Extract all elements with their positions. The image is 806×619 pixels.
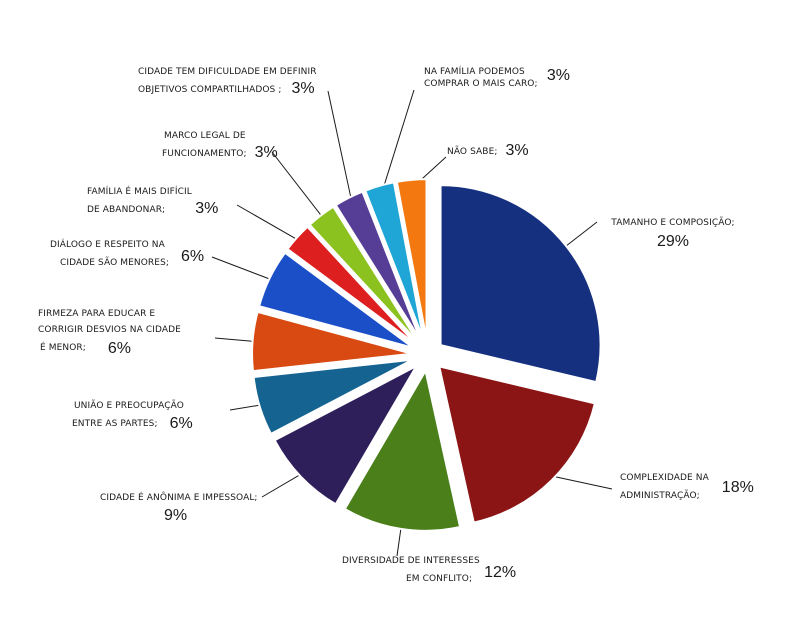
value-cidade-dificuldade: 3% xyxy=(291,80,315,97)
leader-line-familia_dificil xyxy=(236,204,304,244)
pie-slice-dialogo xyxy=(257,251,415,349)
label-anonima: CIDADE É ANÔNIMA E IMPESSOAL; 9% xyxy=(100,490,270,524)
value-familia-caro: 3% xyxy=(546,67,570,84)
value-uniao: 6% xyxy=(169,415,193,432)
pie-slice-familia_dificil xyxy=(286,225,417,346)
label-cidade-dificuldade: CIDADE TEM DIFICULDADE EM DEFINIR OBJETI… xyxy=(138,67,317,97)
label-marco: MARCO LEGAL DE FUNCIONAMENTO; 3% xyxy=(162,131,278,161)
value-nao-sabe: 3% xyxy=(505,142,529,159)
label-familia-dificil: FAMÍLIA É MAIS DIFÍCIL DE ABANDONAR; 3% xyxy=(87,187,219,217)
leader-line-dialogo xyxy=(211,256,277,283)
label-dialogo: DIÁLOGO E RESPEITO NA CIDADE SÃO MENORES… xyxy=(50,240,205,268)
pie-slice-marco xyxy=(308,205,420,343)
leader-line-complexidade xyxy=(545,474,613,490)
pie-slice-tamanho xyxy=(439,184,602,384)
leader-line-cidade_dificuldade xyxy=(327,90,353,206)
label-nao-sabe: NÃO SABE; 3% xyxy=(447,142,529,159)
value-dialogo: 6% xyxy=(181,248,205,265)
pie-slice-uniao xyxy=(252,358,414,436)
leader-line-marco xyxy=(271,151,327,222)
label-diversidade: DIVERSIDADE DE INTERESSES EM CONFLITO; 1… xyxy=(342,556,517,584)
label-uniao: UNIÃO E PREOCUPAÇÃO ENTRE AS PARTES; 6% xyxy=(72,401,193,432)
label-tamanho: TAMANHO E COMPOSIÇÃO; 29% xyxy=(598,215,748,250)
pie-slice-firmeza xyxy=(251,310,413,373)
pie-slice-anonima xyxy=(273,363,420,506)
value-diversidade: 12% xyxy=(484,564,517,581)
pie-slice-nao_sabe xyxy=(395,178,428,340)
pie-slice-diversidade xyxy=(343,368,462,532)
pie-slice-familia_caro xyxy=(363,181,425,340)
label-familia-caro: NA FAMÍLIA PODEMOS 3% COMPRAR O MAIS CAR… xyxy=(424,67,570,89)
label-firmeza: FIRMEZA PARA EDUCAR E CORRIGIR DESVIOS N… xyxy=(38,309,181,357)
value-anonima: 9% xyxy=(164,507,188,524)
value-marco: 3% xyxy=(254,144,278,161)
pie-slice-complexidade xyxy=(437,365,597,524)
leader-line-familia_caro xyxy=(381,89,415,194)
label-complexidade: COMPLEXIDADE NA ADMINISTRAÇÃO; 18% xyxy=(620,473,754,501)
value-complexidade: 18% xyxy=(721,479,754,496)
value-firmeza: 6% xyxy=(107,340,132,357)
pie-slice-cidade_dificuldade xyxy=(334,190,422,342)
value-tamanho: 29% xyxy=(656,233,690,250)
value-familia-dificil: 3% xyxy=(195,200,219,217)
